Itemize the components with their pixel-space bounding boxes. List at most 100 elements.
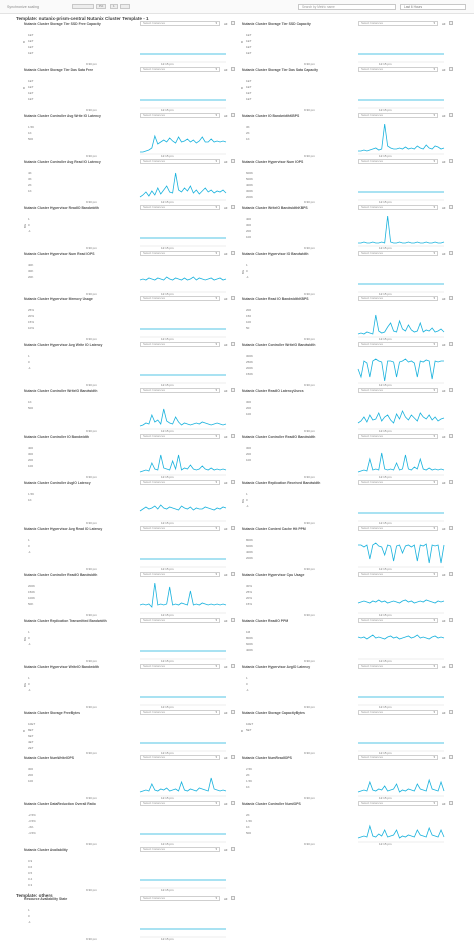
- all-option[interactable]: All: [442, 205, 446, 210]
- panel-menu-icon[interactable]: [449, 388, 453, 393]
- panel-menu-icon[interactable]: [449, 158, 453, 163]
- panel-menu-icon[interactable]: [231, 21, 235, 25]
- panel-menu-icon[interactable]: [449, 250, 453, 255]
- panel-menu-icon[interactable]: [231, 388, 235, 393]
- instance-select[interactable]: Select Instances ▾: [358, 525, 438, 531]
- all-option[interactable]: All: [224, 664, 228, 669]
- time-range-select[interactable]: Last 6 Hours: [400, 4, 466, 10]
- panel-menu-icon[interactable]: [449, 571, 453, 576]
- instance-select[interactable]: Select Instances ▾: [358, 755, 438, 761]
- panel-menu-icon[interactable]: [231, 617, 235, 622]
- apply-button[interactable]: [120, 4, 130, 9]
- instance-select[interactable]: Select Instances ▾: [358, 434, 438, 440]
- all-option[interactable]: All: [224, 205, 228, 210]
- panel-menu-icon[interactable]: [449, 342, 453, 347]
- panel-menu-icon[interactable]: [231, 112, 235, 117]
- panel-menu-icon[interactable]: [449, 801, 453, 806]
- all-option[interactable]: All: [442, 618, 446, 623]
- panel-menu-icon[interactable]: [449, 480, 453, 484]
- all-option[interactable]: All: [442, 526, 446, 531]
- instance-select[interactable]: Select Instances ▾: [140, 388, 220, 394]
- instance-select[interactable]: Select Instances ▾: [140, 801, 220, 807]
- instance-select[interactable]: Select Instances ▾: [358, 66, 438, 72]
- instance-select[interactable]: Select Instances ▾: [358, 250, 438, 256]
- panel-menu-icon[interactable]: [231, 434, 235, 439]
- unit-select[interactable]: Pct: [96, 4, 106, 9]
- instance-select[interactable]: Select Instances ▾: [358, 388, 438, 394]
- all-option[interactable]: All: [224, 572, 228, 577]
- panel-menu-icon[interactable]: [231, 296, 235, 301]
- all-option[interactable]: All: [442, 572, 446, 577]
- instance-select[interactable]: Select Instances ▾: [140, 434, 220, 440]
- instance-select[interactable]: Select Instances ▾: [140, 663, 220, 669]
- instance-select[interactable]: Select Instances ▾: [140, 896, 220, 901]
- columns-select[interactable]: 1: [110, 4, 118, 9]
- instance-select[interactable]: Select Instances ▾: [358, 158, 438, 164]
- instance-select[interactable]: Select Instances ▾: [140, 250, 220, 256]
- all-option[interactable]: All: [224, 251, 228, 256]
- instance-select[interactable]: Select Instances ▾: [140, 204, 220, 210]
- all-option[interactable]: All: [442, 756, 446, 761]
- all-option[interactable]: All: [442, 802, 446, 807]
- all-option[interactable]: All: [442, 159, 446, 164]
- all-option[interactable]: All: [442, 67, 446, 72]
- panel-menu-icon[interactable]: [231, 480, 235, 484]
- all-option[interactable]: All: [224, 343, 228, 348]
- all-option[interactable]: All: [224, 435, 228, 440]
- all-option[interactable]: All: [442, 251, 446, 256]
- all-option[interactable]: All: [442, 435, 446, 440]
- panel-menu-icon[interactable]: [231, 709, 235, 714]
- panel-menu-icon[interactable]: [449, 663, 453, 668]
- panel-menu-icon[interactable]: [449, 21, 453, 25]
- instance-select[interactable]: Select Instances ▾: [358, 112, 438, 118]
- all-option[interactable]: All: [224, 159, 228, 164]
- all-option[interactable]: All: [442, 22, 446, 26]
- panel-menu-icon[interactable]: [231, 525, 235, 530]
- instance-select[interactable]: Select Instances ▾: [358, 571, 438, 577]
- panel-menu-icon[interactable]: [449, 617, 453, 622]
- all-option[interactable]: All: [224, 389, 228, 394]
- all-option[interactable]: All: [224, 756, 228, 761]
- instance-select[interactable]: Select Instances ▾: [140, 571, 220, 577]
- instance-select[interactable]: Select Instances ▾: [358, 21, 438, 26]
- panel-menu-icon[interactable]: [449, 434, 453, 439]
- all-option[interactable]: All: [224, 22, 228, 26]
- instance-select[interactable]: Select Instances ▾: [358, 663, 438, 669]
- all-option[interactable]: All: [224, 113, 228, 118]
- instance-select[interactable]: Select Instances ▾: [358, 342, 438, 348]
- all-option[interactable]: All: [442, 297, 446, 302]
- instance-select[interactable]: Select Instances ▾: [358, 617, 438, 623]
- instance-select[interactable]: Select Instances ▾: [140, 755, 220, 761]
- instance-select[interactable]: Select Instances ▾: [358, 480, 438, 485]
- instance-select[interactable]: Select Instances ▾: [140, 112, 220, 118]
- instance-select[interactable]: Select Instances ▾: [358, 801, 438, 807]
- all-option[interactable]: All: [224, 802, 228, 807]
- panel-menu-icon[interactable]: [449, 112, 453, 117]
- panel-menu-icon[interactable]: [231, 663, 235, 668]
- panel-menu-icon[interactable]: [449, 525, 453, 530]
- panel-menu-icon[interactable]: [449, 709, 453, 714]
- panel-menu-icon[interactable]: [231, 571, 235, 576]
- panel-menu-icon[interactable]: [449, 296, 453, 301]
- instance-select[interactable]: Select Instances ▾: [140, 342, 220, 348]
- all-option[interactable]: All: [224, 618, 228, 623]
- instance-select[interactable]: Select Instances ▾: [140, 709, 220, 715]
- panel-menu-icon[interactable]: [231, 204, 235, 209]
- all-option[interactable]: All: [442, 481, 446, 485]
- panel-menu-icon[interactable]: [231, 801, 235, 806]
- panel-menu-icon[interactable]: [449, 66, 453, 71]
- panel-menu-icon[interactable]: [231, 847, 235, 852]
- metric-search-input[interactable]: Search by Metric name: [298, 4, 396, 10]
- panel-menu-icon[interactable]: [449, 204, 453, 209]
- panel-menu-icon[interactable]: [231, 755, 235, 760]
- panel-menu-icon[interactable]: [231, 342, 235, 347]
- all-option[interactable]: All: [224, 897, 228, 901]
- panel-menu-icon[interactable]: [231, 158, 235, 163]
- all-option[interactable]: All: [442, 113, 446, 118]
- all-option[interactable]: All: [442, 343, 446, 348]
- instance-select[interactable]: Select Instances ▾: [140, 158, 220, 164]
- instance-select[interactable]: Select Instances ▾: [358, 709, 438, 715]
- instance-select[interactable]: Select Instances ▾: [140, 617, 220, 623]
- instance-select[interactable]: Select Instances ▾: [140, 21, 220, 26]
- all-option[interactable]: All: [224, 481, 228, 485]
